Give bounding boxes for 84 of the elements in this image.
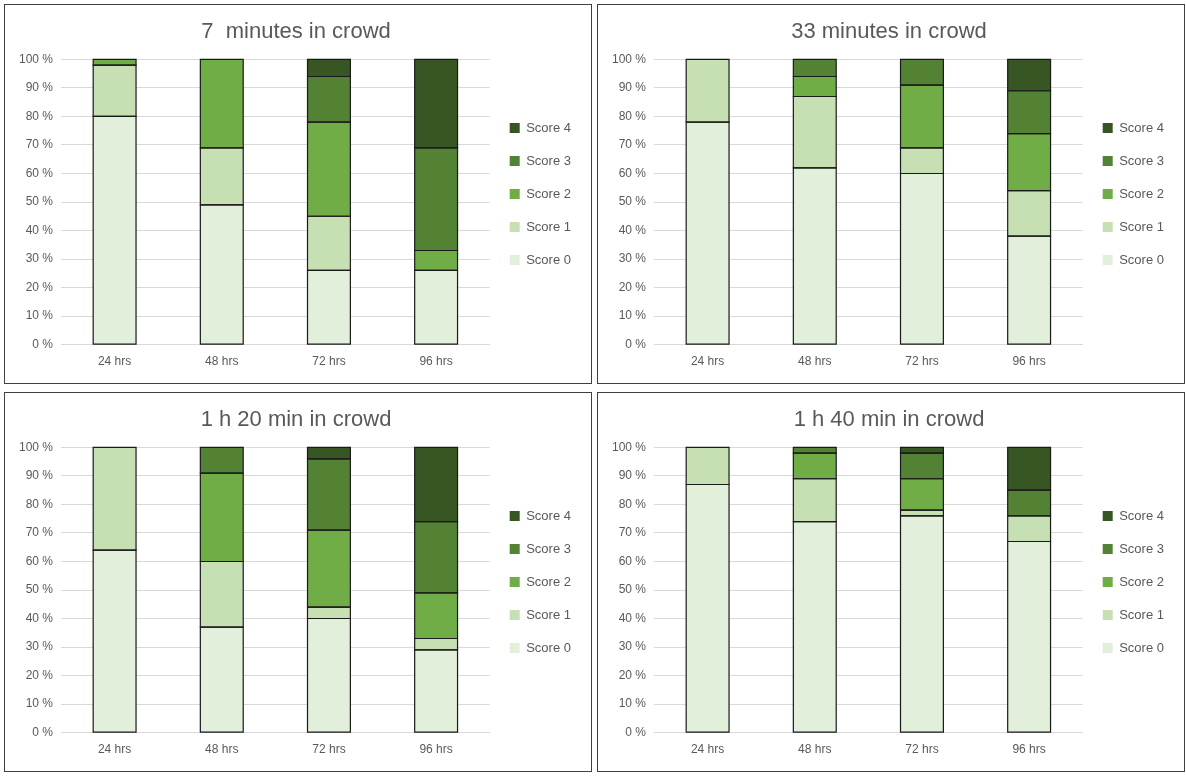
y-tick-label: 20 % bbox=[618, 667, 647, 682]
y-tick-label: 50 % bbox=[618, 582, 647, 597]
y-tick-label: 60 % bbox=[618, 165, 647, 180]
x-tick-label: 24 hrs bbox=[690, 742, 725, 757]
legend-label: Score 0 bbox=[1119, 639, 1165, 655]
x-tick-label: 24 hrs bbox=[690, 354, 725, 369]
y-tick-label: 90 % bbox=[618, 80, 647, 95]
y-tick-label: 80 % bbox=[25, 108, 54, 123]
chart-title: 7 minutes in crowd bbox=[201, 18, 391, 44]
chart-title: 1 h 20 min in crowd bbox=[200, 406, 392, 432]
y-tick-label: 100 % bbox=[611, 439, 647, 454]
legend-label: Score 4 bbox=[526, 507, 572, 523]
y-tick-label: 50 % bbox=[25, 194, 54, 209]
y-tick-label: 30 % bbox=[25, 639, 54, 654]
y-tick-label: 70 % bbox=[25, 137, 54, 152]
y-tick-label: 60 % bbox=[618, 553, 647, 568]
y-tick-label: 70 % bbox=[618, 525, 647, 540]
y-tick-label: 10 % bbox=[618, 696, 647, 711]
legend-label: Score 1 bbox=[1119, 606, 1165, 622]
legend-label: Score 4 bbox=[1119, 507, 1165, 523]
legend-label: Score 4 bbox=[526, 119, 572, 135]
y-tick-label: 90 % bbox=[25, 468, 54, 483]
x-tick-label: 96 hrs bbox=[419, 354, 453, 369]
x-tick-label: 96 hrs bbox=[1012, 354, 1046, 369]
y-tick-label: 100 % bbox=[18, 51, 54, 66]
legend-label: Score 2 bbox=[526, 573, 572, 589]
y-tick-label: 40 % bbox=[25, 610, 54, 625]
legend-label: Score 1 bbox=[526, 606, 572, 622]
y-tick-label: 30 % bbox=[618, 251, 647, 266]
x-tick-label: 24 hrs bbox=[97, 354, 132, 369]
y-tick-label: 10 % bbox=[25, 308, 54, 323]
y-tick-label: 50 % bbox=[618, 194, 647, 209]
y-tick-label: 10 % bbox=[25, 696, 54, 711]
y-tick-label: 40 % bbox=[618, 222, 647, 237]
y-tick-label: 80 % bbox=[618, 108, 647, 123]
y-tick-label: 90 % bbox=[618, 468, 647, 483]
legend-label: Score 0 bbox=[526, 251, 572, 267]
y-tick-label: 20 % bbox=[618, 279, 647, 294]
x-tick-label: 96 hrs bbox=[419, 742, 453, 757]
y-tick-label: 30 % bbox=[25, 251, 54, 266]
legend-label: Score 1 bbox=[526, 218, 572, 234]
legend-label: Score 3 bbox=[1119, 152, 1165, 168]
x-tick-label: 96 hrs bbox=[1012, 742, 1046, 757]
y-tick-label: 0 % bbox=[625, 336, 647, 351]
legend-label: Score 2 bbox=[526, 185, 572, 201]
y-tick-label: 90 % bbox=[25, 80, 54, 95]
legend-label: Score 3 bbox=[1119, 540, 1165, 556]
y-tick-label: 0 % bbox=[32, 336, 54, 351]
y-tick-label: 20 % bbox=[25, 667, 54, 682]
chart-title: 1 h 40 min in crowd bbox=[793, 406, 985, 432]
y-tick-label: 30 % bbox=[618, 639, 647, 654]
legend-label: Score 2 bbox=[1119, 185, 1165, 201]
y-tick-label: 0 % bbox=[625, 724, 647, 739]
legend-label: Score 4 bbox=[1119, 119, 1165, 135]
y-tick-label: 60 % bbox=[25, 165, 54, 180]
y-tick-label: 10 % bbox=[618, 308, 647, 323]
legend-label: Score 1 bbox=[1119, 218, 1165, 234]
x-tick-label: 24 hrs bbox=[97, 742, 132, 757]
legend-label: Score 2 bbox=[1119, 573, 1165, 589]
y-tick-label: 40 % bbox=[618, 610, 647, 625]
x-tick-label: 48 hrs bbox=[205, 354, 239, 369]
y-tick-label: 20 % bbox=[25, 279, 54, 294]
legend-label: Score 3 bbox=[526, 540, 572, 556]
x-tick-label: 72 hrs bbox=[905, 354, 939, 369]
y-tick-label: 50 % bbox=[25, 582, 54, 597]
y-tick-label: 60 % bbox=[25, 553, 54, 568]
y-tick-label: 40 % bbox=[25, 222, 54, 237]
legend-label: Score 3 bbox=[526, 152, 572, 168]
x-tick-label: 72 hrs bbox=[905, 742, 939, 757]
y-tick-label: 70 % bbox=[618, 137, 647, 152]
y-tick-label: 100 % bbox=[611, 51, 647, 66]
y-tick-label: 100 % bbox=[18, 439, 54, 454]
y-tick-label: 0 % bbox=[32, 724, 54, 739]
x-tick-label: 72 hrs bbox=[312, 742, 346, 757]
legend-label: Score 0 bbox=[1119, 251, 1165, 267]
x-tick-label: 48 hrs bbox=[798, 354, 832, 369]
x-tick-label: 48 hrs bbox=[205, 742, 239, 757]
y-tick-label: 70 % bbox=[25, 525, 54, 540]
x-tick-label: 72 hrs bbox=[312, 354, 346, 369]
legend-label: Score 0 bbox=[526, 639, 572, 655]
y-tick-label: 80 % bbox=[618, 496, 647, 511]
x-tick-label: 48 hrs bbox=[798, 742, 832, 757]
y-tick-label: 80 % bbox=[25, 496, 54, 511]
chart-title: 33 minutes in crowd bbox=[791, 18, 987, 44]
